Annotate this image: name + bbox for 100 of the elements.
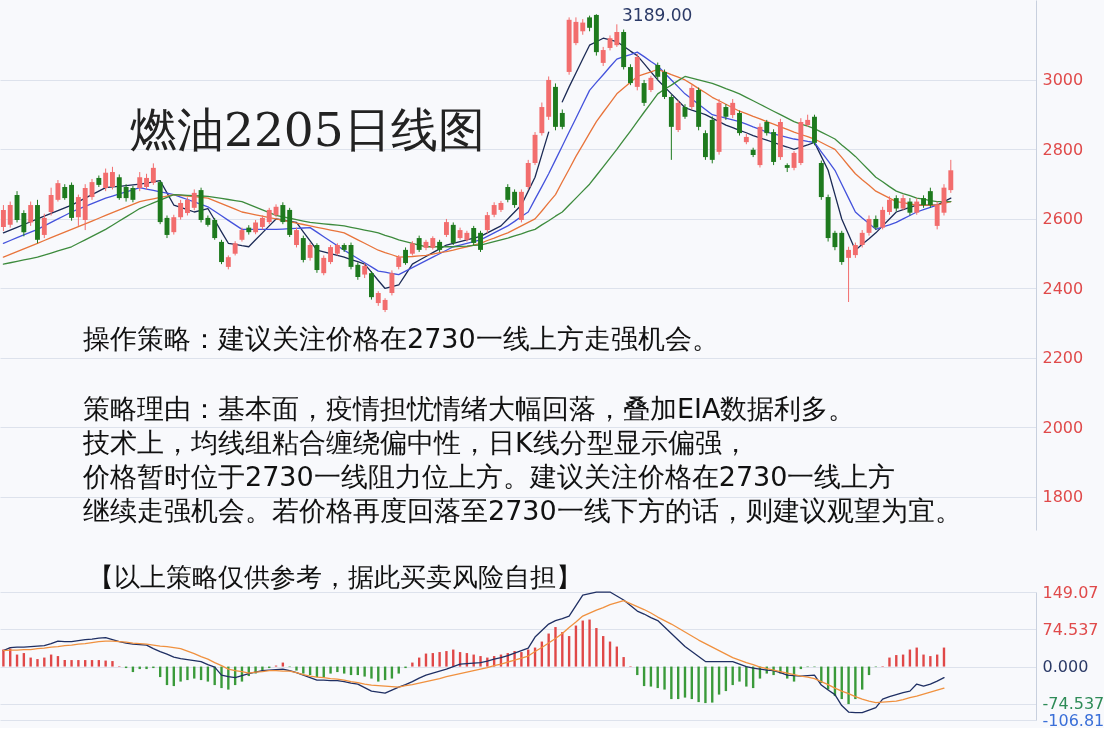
- bar: [2, 649, 5, 667]
- bar: [704, 666, 707, 704]
- candlestick: [641, 79, 647, 107]
- bar: [922, 654, 925, 667]
- candlestick: [191, 188, 197, 211]
- bar: [670, 666, 673, 700]
- candlestick: [219, 239, 224, 265]
- bar: [36, 659, 39, 667]
- bar: [847, 666, 850, 705]
- annotation: 3189.00: [622, 5, 693, 25]
- candlestick: [934, 201, 940, 230]
- candlestick: [450, 221, 456, 246]
- candlestick: [212, 217, 218, 241]
- bar: [186, 666, 189, 681]
- candlestick: [21, 209, 27, 237]
- annotation: 技术上，均线组粘合缠绕偏中性，日K线分型显示偏强，: [82, 427, 749, 458]
- candlestick: [478, 230, 483, 253]
- candlestick: [137, 171, 143, 192]
- bar: [70, 660, 73, 667]
- bar: [445, 651, 448, 667]
- annotation: 继续走强机会。若价格再度回落至2730一线下方的话，则建议观望为宜。: [83, 495, 962, 526]
- candlestick: [280, 201, 286, 225]
- bar: [329, 666, 332, 674]
- candlestick: [178, 199, 184, 221]
- bar: [888, 657, 891, 667]
- annotation: 操作策略：建议关注价格在2730一线上方走强机会。: [83, 323, 719, 354]
- bar: [588, 619, 591, 667]
- candlestick: [369, 270, 374, 301]
- y-tick-label: 2000: [1042, 417, 1084, 437]
- candlestick: [294, 227, 299, 248]
- candlestick: [880, 206, 886, 230]
- bar: [520, 652, 523, 667]
- bar: [738, 666, 741, 682]
- candlestick: [737, 110, 742, 137]
- candlestick: [150, 162, 156, 186]
- candlestick: [443, 218, 449, 238]
- candlestick: [0, 204, 6, 232]
- candlestick: [321, 254, 327, 276]
- candlestick: [41, 213, 47, 239]
- bar: [179, 666, 182, 682]
- candlestick: [75, 194, 81, 227]
- candlestick: [614, 23, 620, 48]
- candlestick: [184, 196, 190, 216]
- candlestick: [559, 108, 565, 130]
- annotation: 价格暂时位于2730一线阻力位上方。建议关注价格在2730一线上方: [82, 461, 896, 492]
- candlestick: [730, 98, 736, 119]
- y-tick-label: 0.000: [1042, 657, 1089, 677]
- y-tick-label: 149.07: [1042, 582, 1099, 602]
- y-tick-label: 3000: [1042, 70, 1084, 90]
- bar: [595, 628, 598, 667]
- bar: [929, 656, 932, 667]
- bar: [370, 666, 373, 679]
- candlestick: [389, 269, 395, 296]
- bar: [104, 660, 107, 667]
- candlestick: [927, 187, 933, 209]
- candlestick: [116, 173, 122, 201]
- candlestick: [484, 211, 490, 234]
- annotation: 策略理由：基本面，疫情担忧情绪大幅回落，叠加EIA数据利多。: [83, 393, 856, 424]
- candlestick: [103, 168, 109, 192]
- candlestick: [846, 246, 852, 303]
- candlestick: [300, 235, 306, 263]
- bar: [547, 633, 550, 667]
- candlestick: [600, 46, 606, 67]
- bar: [29, 657, 32, 667]
- bar: [111, 661, 114, 667]
- bar: [554, 627, 557, 667]
- bar: [77, 660, 80, 667]
- text: 燃油2205日线图: [130, 102, 485, 157]
- candlestick: [307, 242, 313, 262]
- y-tick-label: 2800: [1042, 139, 1084, 159]
- bar: [438, 652, 441, 667]
- candlestick: [948, 159, 954, 194]
- candlestick: [28, 201, 34, 227]
- candlestick: [887, 195, 892, 216]
- candlestick: [628, 63, 633, 86]
- y-tick-label: 2400: [1042, 278, 1084, 298]
- bar: [220, 666, 223, 689]
- candlestick: [110, 166, 115, 190]
- candlestick: [171, 214, 177, 236]
- candlestick: [702, 129, 708, 161]
- bar: [411, 662, 414, 667]
- candlestick: [689, 84, 695, 110]
- candlestick: [7, 201, 13, 229]
- candlestick: [525, 159, 531, 190]
- candlestick: [512, 188, 518, 209]
- bar: [295, 666, 298, 671]
- y-tick-label: 2600: [1042, 209, 1084, 229]
- bar: [697, 666, 700, 703]
- text: 【以上策略仅供参考，据此买卖风险自担】: [88, 562, 582, 592]
- candlestick: [328, 244, 334, 265]
- bar: [663, 666, 666, 690]
- y-tick-label: 74.537: [1042, 619, 1099, 639]
- y-tick-label: 1800: [1042, 487, 1084, 507]
- bar: [363, 666, 366, 677]
- y-tick-label: 2200: [1042, 348, 1084, 368]
- bar: [854, 666, 857, 700]
- candlestick: [505, 183, 511, 203]
- bar: [145, 666, 148, 670]
- candlestick: [471, 225, 477, 246]
- bar: [336, 666, 339, 673]
